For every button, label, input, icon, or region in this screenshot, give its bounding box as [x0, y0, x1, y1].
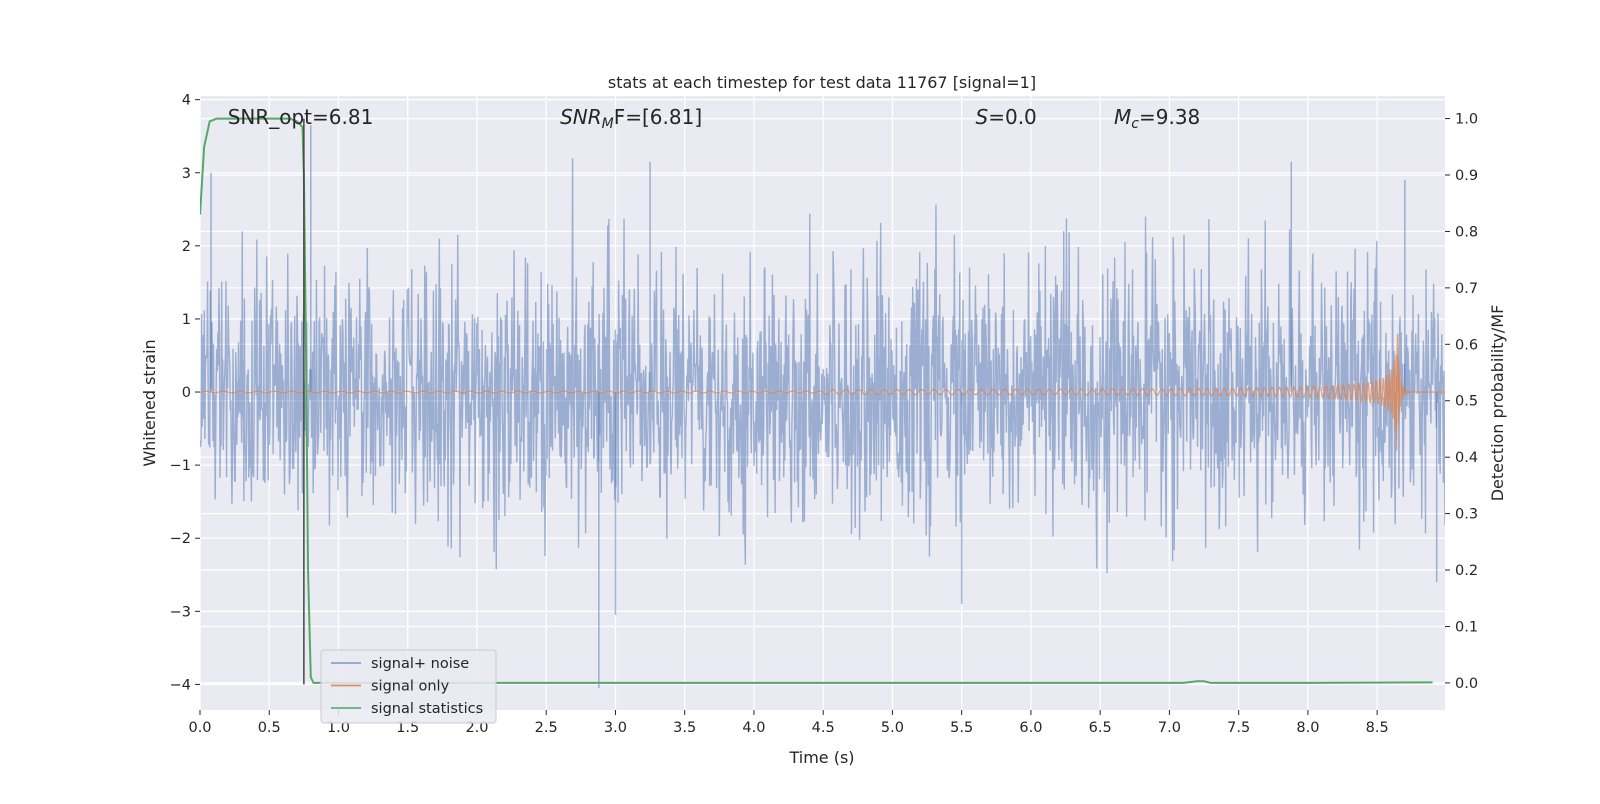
y-right-tick-label: 0.2 — [1455, 563, 1478, 579]
x-tick-label: 1.5 — [396, 720, 419, 736]
x-tick-label: 5.0 — [881, 720, 904, 736]
x-tick-label: 2.0 — [465, 720, 488, 736]
x-tick-labels: 0.0 0.5 1.0 1.5 2.0 2.5 3.0 3.5 4.0 4.5 5.0 5.5 6.0 6… — [188, 710, 1389, 736]
x-tick-label: 0.0 — [188, 720, 211, 736]
annotation-text: SNRMF=[6.81] — [560, 105, 702, 132]
annotation-subscript: M — [602, 116, 614, 132]
annotation-base: SNR_opt=6.81 — [228, 105, 374, 129]
series-layer — [200, 117, 1445, 689]
y-right-axis-label: Detection probability/MF — [1488, 305, 1507, 502]
annotation-subscript: c — [1131, 116, 1139, 132]
y-right-tick-label: 0.9 — [1455, 168, 1478, 184]
y-right-tick-label: 0.5 — [1455, 394, 1478, 410]
annotations: SNR_opt=6.81 SNRMF=[6.81] S=0.0 Mc=9.38 — [228, 105, 1201, 132]
y-tick-label: −2 — [170, 531, 191, 547]
series-signal-noise-line — [200, 158, 1445, 574]
x-tick-label: 6.0 — [1019, 720, 1042, 736]
legend-label: signal+ noise — [371, 656, 469, 672]
y-tick-label: 4 — [182, 93, 191, 109]
y-right-tick-label: 0.0 — [1455, 676, 1478, 692]
legend-label: signal only — [371, 679, 450, 695]
x-tick-label: 5.5 — [950, 720, 973, 736]
y-right-tick-label: 0.4 — [1455, 450, 1478, 466]
annotation-tail: =0.0 — [988, 105, 1037, 129]
x-tick-label: 3.5 — [673, 720, 696, 736]
x-axis-label: Time (s) — [788, 748, 854, 767]
annotation-base: M — [1114, 105, 1131, 129]
annotation-text: S=0.0 — [976, 105, 1037, 129]
x-tick-label: 8.0 — [1296, 720, 1319, 736]
y-right-tick-labels: 1.0 0.9 0.8 0.7 0.6 0.5 0.4 0.3 0.2 0.1 0.0 — [1445, 112, 1478, 692]
annotation-text: Mc=9.38 — [1114, 105, 1200, 132]
x-tick-label: 0.5 — [258, 720, 281, 736]
x-tick-label: 2.5 — [535, 720, 558, 736]
annotation-tail: =9.38 — [1139, 105, 1200, 129]
y-right-tick-label: 1.0 — [1455, 112, 1478, 128]
y-axis-label: Whitened strain — [140, 339, 159, 466]
annotation-base: SNR — [560, 105, 602, 129]
y-right-tick-label: 0.7 — [1455, 281, 1478, 297]
y-tick-labels: 4 3 2 1 0 −1 −2 −3 −4 — [170, 93, 200, 693]
y-tick-label: 3 — [182, 166, 191, 182]
y-right-tick-label: 0.6 — [1455, 337, 1478, 353]
legend-label: signal statistics — [371, 701, 483, 717]
series-signal-only-line — [200, 333, 1445, 451]
legend: signal+ noise signal only signal statistic… — [320, 649, 497, 724]
y-tick-label: 0 — [182, 385, 191, 401]
y-tick-label: −4 — [170, 677, 191, 693]
x-tick-label: 7.5 — [1227, 720, 1250, 736]
annotation-tail: F=[6.81] — [614, 105, 702, 129]
chart-title: stats at each timestep for test data 117… — [608, 73, 1036, 92]
x-tick-label: 1.0 — [327, 720, 350, 736]
y-right-tick-label: 0.1 — [1455, 619, 1478, 635]
x-tick-label: 7.0 — [1158, 720, 1181, 736]
y-right-tick-label: 0.8 — [1455, 224, 1478, 240]
y-tick-label: −3 — [170, 604, 191, 620]
x-tick-label: 6.5 — [1089, 720, 1112, 736]
y-tick-label: 2 — [182, 239, 191, 255]
y-right-tick-label: 0.3 — [1455, 507, 1478, 523]
x-tick-label: 4.5 — [812, 720, 835, 736]
legend-frame — [320, 649, 497, 724]
x-tick-label: 4.0 — [742, 720, 765, 736]
x-tick-label: 8.5 — [1366, 720, 1389, 736]
x-tick-label: 3.0 — [604, 720, 627, 736]
series-signal-statistics-line — [200, 117, 1433, 684]
y-tick-label: 1 — [182, 312, 191, 328]
annotation-text: SNR_opt=6.81 — [228, 105, 374, 129]
annotation-base: S — [976, 105, 989, 129]
y-tick-label: −1 — [170, 458, 191, 474]
